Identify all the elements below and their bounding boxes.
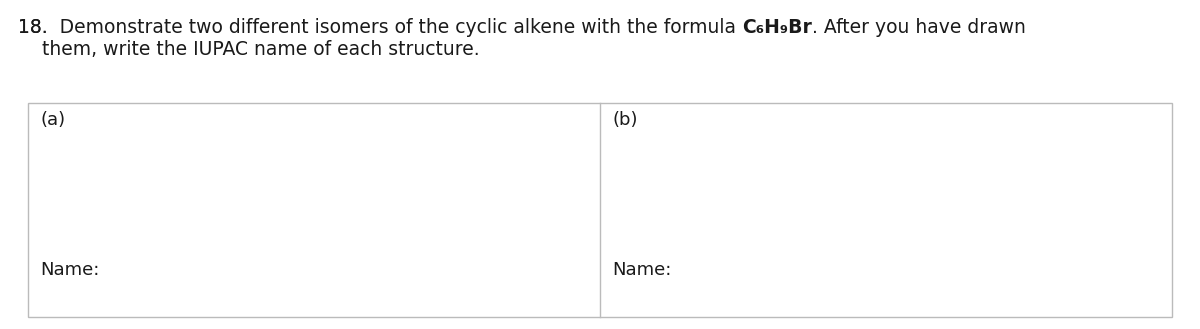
Bar [28,103,1172,317]
Text: them, write the IUPAC name of each structure.: them, write the IUPAC name of each struc… [18,40,480,59]
Text: . After you have drawn: . After you have drawn [812,18,1026,37]
Text: Name:: Name: [612,261,671,279]
Text: Name:: Name: [40,261,100,279]
Text: (b): (b) [612,111,637,129]
Text: (a): (a) [40,111,65,129]
Text: 18.: 18. [18,18,48,37]
Text: C₆H₉Br: C₆H₉Br [742,18,812,37]
Text: 18.  Demonstrate two different isomers of the cyclic alkene with the formula: 18. Demonstrate two different isomers of… [18,18,742,37]
